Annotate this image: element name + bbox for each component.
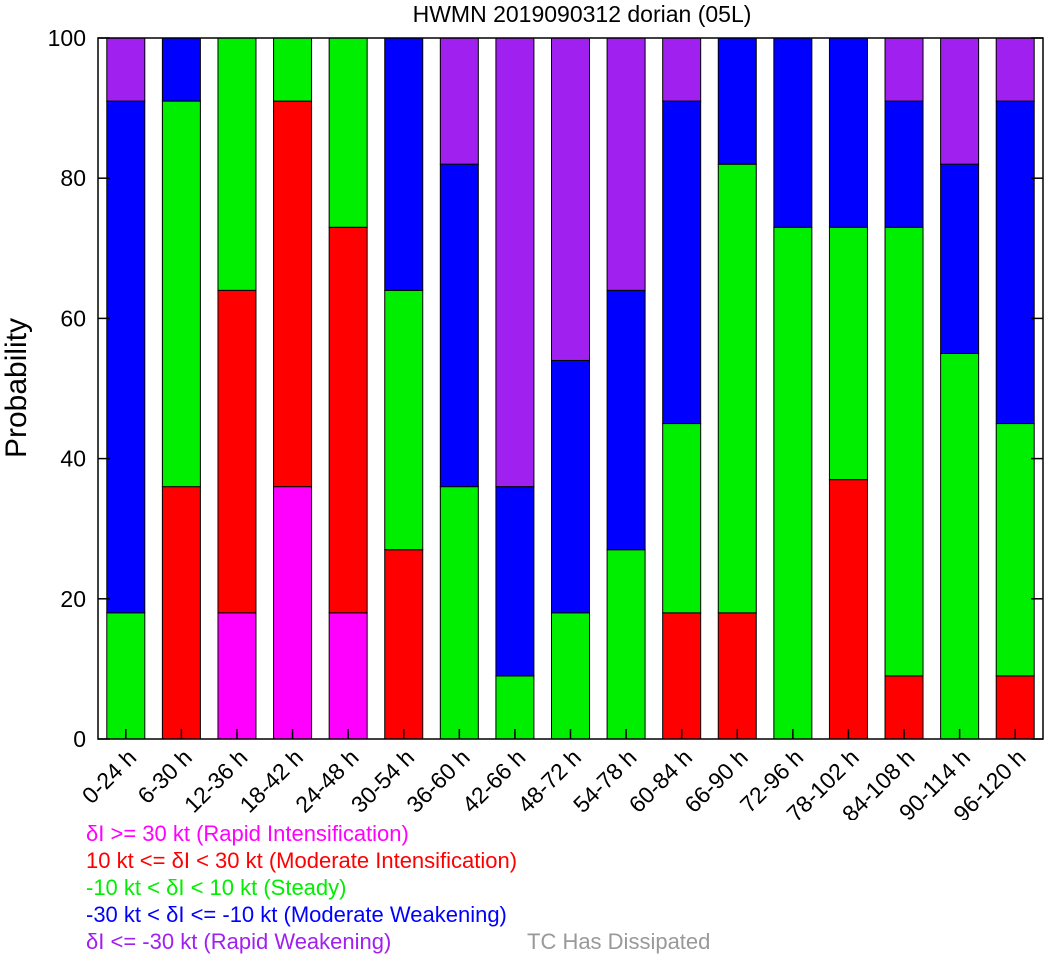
bar-segment-6-30h-series3 [161, 37, 201, 102]
bar-segment-60-84h-series1 [662, 612, 702, 740]
y-tick-label: 20 [60, 586, 86, 612]
bar-segment-42-66h-series4 [495, 37, 535, 488]
bar-segment-54-78h-series4 [606, 37, 646, 291]
bar-segment-24-48h-series0 [328, 612, 368, 740]
bar-segment-0-24h-series3 [106, 100, 146, 614]
bar-segment-96-120h-series4 [995, 37, 1035, 102]
bar-segment-78-102h-series1 [828, 479, 868, 740]
chart-title: HWMN 2019090312 dorian (05L) [413, 1, 752, 27]
bar-segment-90-114h-series3 [940, 163, 980, 354]
bar-segment-30-54h-series2 [384, 289, 424, 551]
bar-segment-78-102h-series3 [828, 37, 868, 228]
bar-segment-96-120h-series3 [995, 100, 1035, 425]
bar-segment-18-42h-series0 [273, 486, 313, 740]
bar-segment-18-42h-series1 [273, 100, 313, 488]
bar-segment-30-54h-series1 [384, 549, 424, 740]
y-tick-label: 100 [48, 25, 86, 51]
bar-segment-0-24h-series2 [106, 612, 146, 740]
bar-segment-96-120h-series2 [995, 423, 1035, 677]
bar-segment-12-36h-series2 [217, 37, 257, 291]
bar-segment-84-108h-series4 [884, 37, 924, 102]
bar-segment-90-114h-series2 [940, 352, 980, 740]
bar-segment-36-60h-series4 [439, 37, 479, 165]
bar-segment-18-42h-series2 [273, 37, 313, 102]
bar-segment-12-36h-series0 [217, 612, 257, 740]
bar-segment-30-54h-series3 [384, 37, 424, 291]
bar-segment-84-108h-series3 [884, 100, 924, 228]
bar-segment-60-84h-series4 [662, 37, 702, 102]
bar-segment-60-84h-series3 [662, 100, 702, 425]
y-tick-label: 40 [60, 446, 86, 472]
bar-segment-48-72h-series3 [551, 359, 590, 614]
bar-segment-66-90h-series3 [717, 37, 757, 165]
y-tick-label: 60 [60, 305, 86, 331]
bar-segment-48-72h-series4 [551, 37, 590, 361]
bar-segment-0-24h-series4 [106, 37, 146, 102]
bar-segment-54-78h-series3 [606, 289, 646, 551]
bar-segment-78-102h-series2 [828, 226, 868, 481]
legend-item-rapid-intensification: δI >= 30 kt (Rapid Intensification) [86, 821, 409, 846]
bar-segment-60-84h-series2 [662, 423, 702, 614]
legend-item-moderate-weakening: -30 kt < δI <= -10 kt (Moderate Weakenin… [86, 902, 507, 927]
bar-segment-36-60h-series2 [439, 486, 479, 740]
y-tick-label: 0 [73, 726, 86, 752]
probability-chart: HWMN 2019090312 dorian (05L) Probability… [0, 1, 1044, 820]
bar-segment-42-66h-series2 [495, 675, 535, 740]
bars-group [106, 37, 1035, 740]
bar-segment-84-108h-series2 [884, 226, 924, 677]
bar-segment-72-96h-series3 [773, 37, 813, 228]
legend: δI >= 30 kt (Rapid Intensification) 10 k… [86, 820, 517, 955]
bar-segment-42-66h-series3 [495, 486, 535, 677]
y-tick-label: 80 [60, 165, 86, 191]
bar-segment-54-78h-series2 [606, 549, 646, 740]
bar-segment-90-114h-series4 [940, 37, 980, 165]
bar-segment-24-48h-series1 [328, 226, 368, 614]
bar-segment-36-60h-series3 [439, 163, 479, 488]
bar-segment-66-90h-series1 [717, 612, 757, 740]
legend-item-dissipated: TC Has Dissipated [527, 929, 711, 954]
bar-segment-12-36h-series1 [217, 289, 257, 614]
bar-segment-24-48h-series2 [328, 37, 368, 228]
bar-segment-84-108h-series1 [884, 675, 924, 740]
bar-segment-72-96h-series2 [773, 226, 813, 740]
bar-segment-48-72h-series2 [551, 612, 590, 740]
legend-item-rapid-weakening: δI <= -30 kt (Rapid Weakening) [86, 929, 392, 954]
bar-segment-6-30h-series1 [161, 486, 201, 740]
bar-segment-66-90h-series2 [717, 163, 757, 614]
bar-segment-6-30h-series2 [161, 100, 201, 488]
legend-item-steady: -10 kt < δI < 10 kt (Steady) [86, 875, 347, 900]
x-tick-label: 0-24 h [77, 744, 142, 809]
legend-item-moderate-intensification: 10 kt <= δI < 30 kt (Moderate Intensific… [86, 848, 518, 873]
y-axis-label: Probability [0, 318, 33, 458]
